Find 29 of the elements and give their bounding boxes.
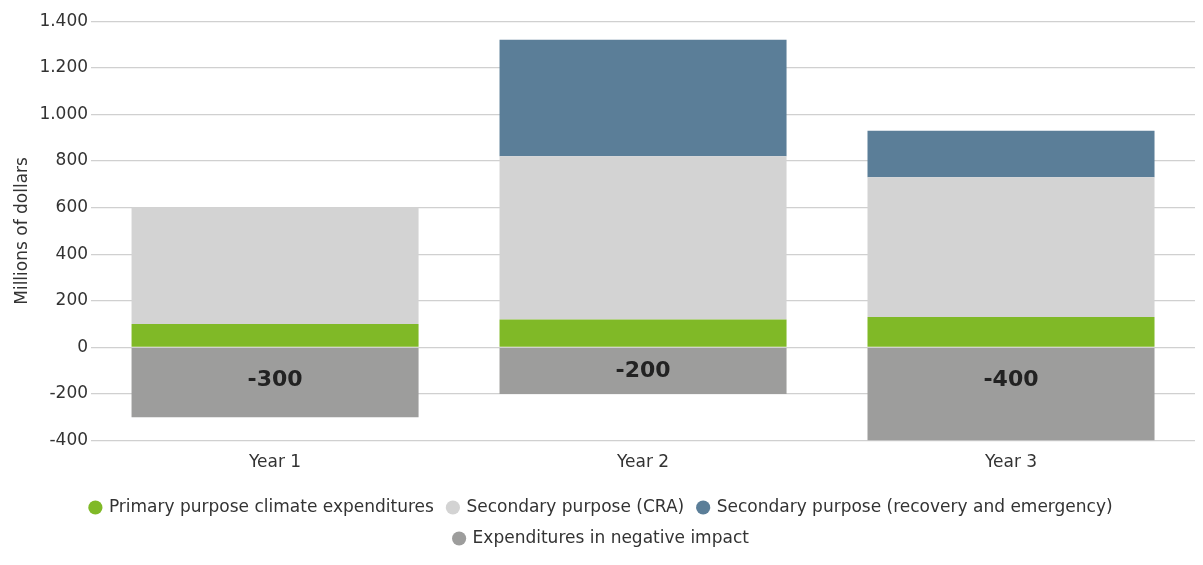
bar [867,130,1155,178]
bar [131,348,419,418]
legend-label: Expenditures in negative impact [472,526,750,547]
data-label: -400 [983,365,1039,391]
y-tick-label: 1.400 [39,9,89,30]
bar [499,348,787,394]
legend-label: Primary purpose climate expenditures [108,495,435,516]
y-tick-label: 1.000 [39,102,89,123]
y-tick-label: 600 [55,196,89,217]
x-tick-label: Year 1 [247,451,302,472]
bar [499,39,787,157]
bar [867,348,1155,441]
y-axis-title: Millions of dollars [10,156,31,305]
bar [131,324,419,347]
legend-label: Secondary purpose (recovery and emergency) [716,495,1113,516]
y-tick-label: -400 [49,429,89,450]
y-tick-label: 400 [55,242,89,263]
y-tick-label: 800 [55,149,89,170]
x-tick-label: Year 2 [615,451,670,472]
data-label: -200 [615,356,671,382]
data-label: -300 [247,365,303,391]
bar [867,317,1155,347]
y-tick-label: 200 [55,289,89,310]
legend-label: Secondary purpose (CRA) [466,495,685,516]
y-tick-label: 0 [77,335,89,356]
y-tick-label: 1.200 [39,56,89,77]
x-tick-label: Year 3 [983,451,1038,472]
bar [499,319,787,347]
y-tick-label: -200 [49,382,89,403]
